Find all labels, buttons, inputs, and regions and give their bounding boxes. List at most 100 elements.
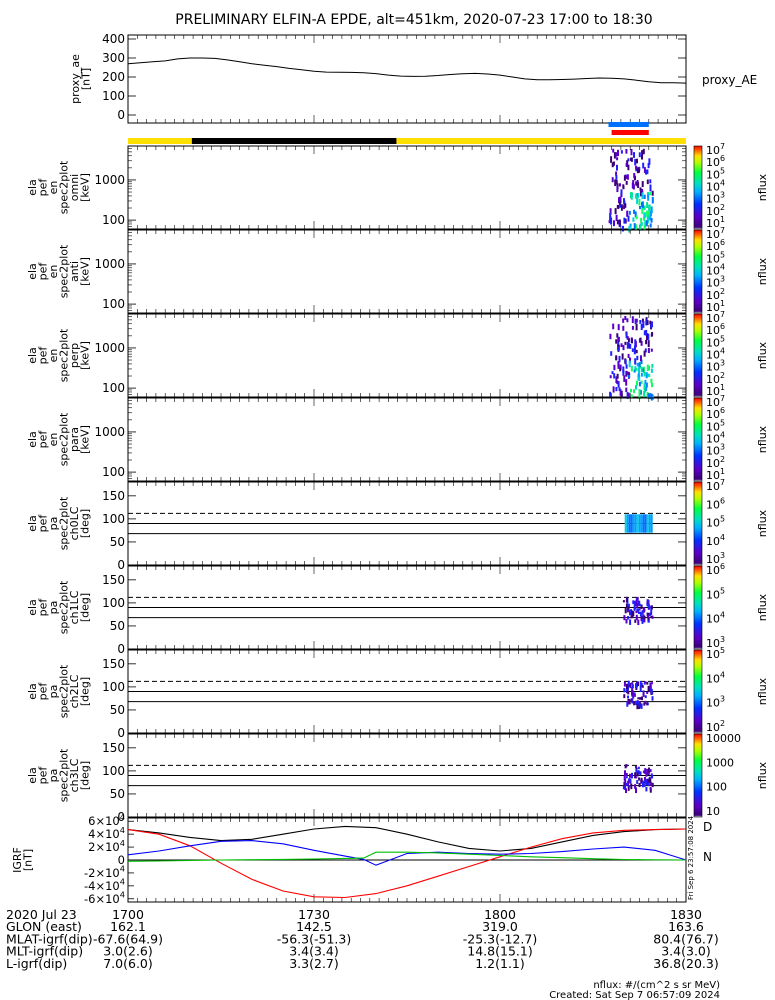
spec-cell [635,766,637,769]
y-axis-label-line: pa [47,769,60,783]
spec-cell [636,514,639,533]
spec-cell [628,514,631,533]
orbit-bar-segment [396,138,686,144]
spec-cell [624,607,627,614]
spec-cell [641,202,643,207]
spec-cell [643,225,646,231]
spec-cell [626,514,629,533]
colorbar [693,481,703,566]
spec-cell [643,205,646,211]
y-axis-label-line: en [47,265,60,279]
spec-cell [648,767,650,773]
ephemeris-value: 142.5 [296,919,332,934]
y-tick-label: 50 [110,703,125,717]
y-axis-label-line: spec2plot [57,160,70,214]
spec-cell [648,605,651,610]
spec-cell [645,382,648,388]
spec-cell [637,373,640,378]
spec-cell [622,786,625,790]
spec-cell [626,318,629,323]
y-tick-label: 150 [102,657,125,671]
spec-cell [651,364,654,368]
spec-cell [634,339,637,347]
spec-cell [623,375,626,382]
y-axis-label-line: ela [26,599,39,616]
spec-cell [622,184,625,189]
spec-cell [649,320,652,325]
spec-cell [645,169,647,175]
colorbar-title-text: nflux [756,509,769,537]
spec-cell [628,785,631,788]
spec-cell [647,212,650,220]
y-axis-label-line: ela [26,683,39,700]
colorbar-tick-label: 104 [706,611,725,626]
ephemeris-value: 3.4(3.4) [289,944,339,959]
spec-cell [635,215,638,220]
spec-cell [627,371,630,375]
spec-cell [619,196,622,204]
colorbar-tick-label: 106 [706,322,725,337]
spec-cell [627,680,630,685]
spec-cell [626,392,629,399]
ephemeris-value: 7.0(6.0) [103,956,153,971]
y-axis-label-line: anti [68,261,81,282]
spec-cell [649,393,652,400]
spec-cell [644,695,647,699]
spec-cell [620,393,623,398]
ephemeris-value: 80.4(76.7) [653,931,718,946]
legend-n: N [703,850,712,864]
spec-cell [628,373,631,378]
spec-cell [639,697,642,700]
y-axis-label-line: pef [36,346,49,365]
spec-cell [637,697,640,700]
spec-cell [637,770,640,775]
y-tick-label: -6×104 [84,890,125,906]
y-axis-label-line: spec2plot [57,748,70,802]
spec-cell [628,360,631,368]
spec-cell [626,341,629,349]
igrf-line-blue [127,840,687,866]
colorbar-tick-label: 101 [706,215,725,230]
spec-cell [649,223,652,228]
colorbar-title: nflux [756,593,769,621]
colorbar [693,145,703,230]
spec-cell [647,618,650,623]
spec-cell [616,186,619,193]
y-tick-label: 2×104 [88,838,125,854]
spec-cell [631,684,634,689]
y-axis-label-line: pef [36,430,49,449]
spec-cell [647,685,650,692]
spec-cell [650,609,653,616]
y-tick-label: 0 [117,726,125,740]
spec-cell [648,204,651,211]
spec-cell [626,685,628,690]
spec-cell [635,349,638,354]
spec-cell [627,215,630,222]
y-axis-label-line: spec2plot [57,664,70,718]
spec-cell [636,167,639,174]
spec-cell [641,188,644,194]
spec-cell [637,193,640,199]
spec-cell [634,358,637,365]
spec-cell [633,389,635,394]
spec-cell [641,685,644,688]
chart-title: PRELIMINARY ELFIN-A EPDE, alt=451km, 202… [175,12,652,28]
panel-anti: 1001000elapefenspec2plotanti[keV]1011021… [26,226,769,314]
colorbar-title: nflux [756,677,769,705]
spec-cell [623,615,626,621]
colorbar-tick-label: 102 [706,455,725,470]
ephemeris-value: 36.8(20.3) [653,956,718,971]
spec-cell [627,683,630,688]
spec-cell [623,694,626,699]
spec-cell [618,197,620,203]
spec-cell [617,347,620,351]
spec-cell [647,393,650,399]
ephemeris-value: 14.8(15.1) [467,944,532,959]
spec-cell [630,609,633,615]
spec-cell [635,323,638,331]
spec-cell [636,355,639,361]
y-tick-label: 0 [117,108,125,122]
spec-cell [613,364,616,371]
